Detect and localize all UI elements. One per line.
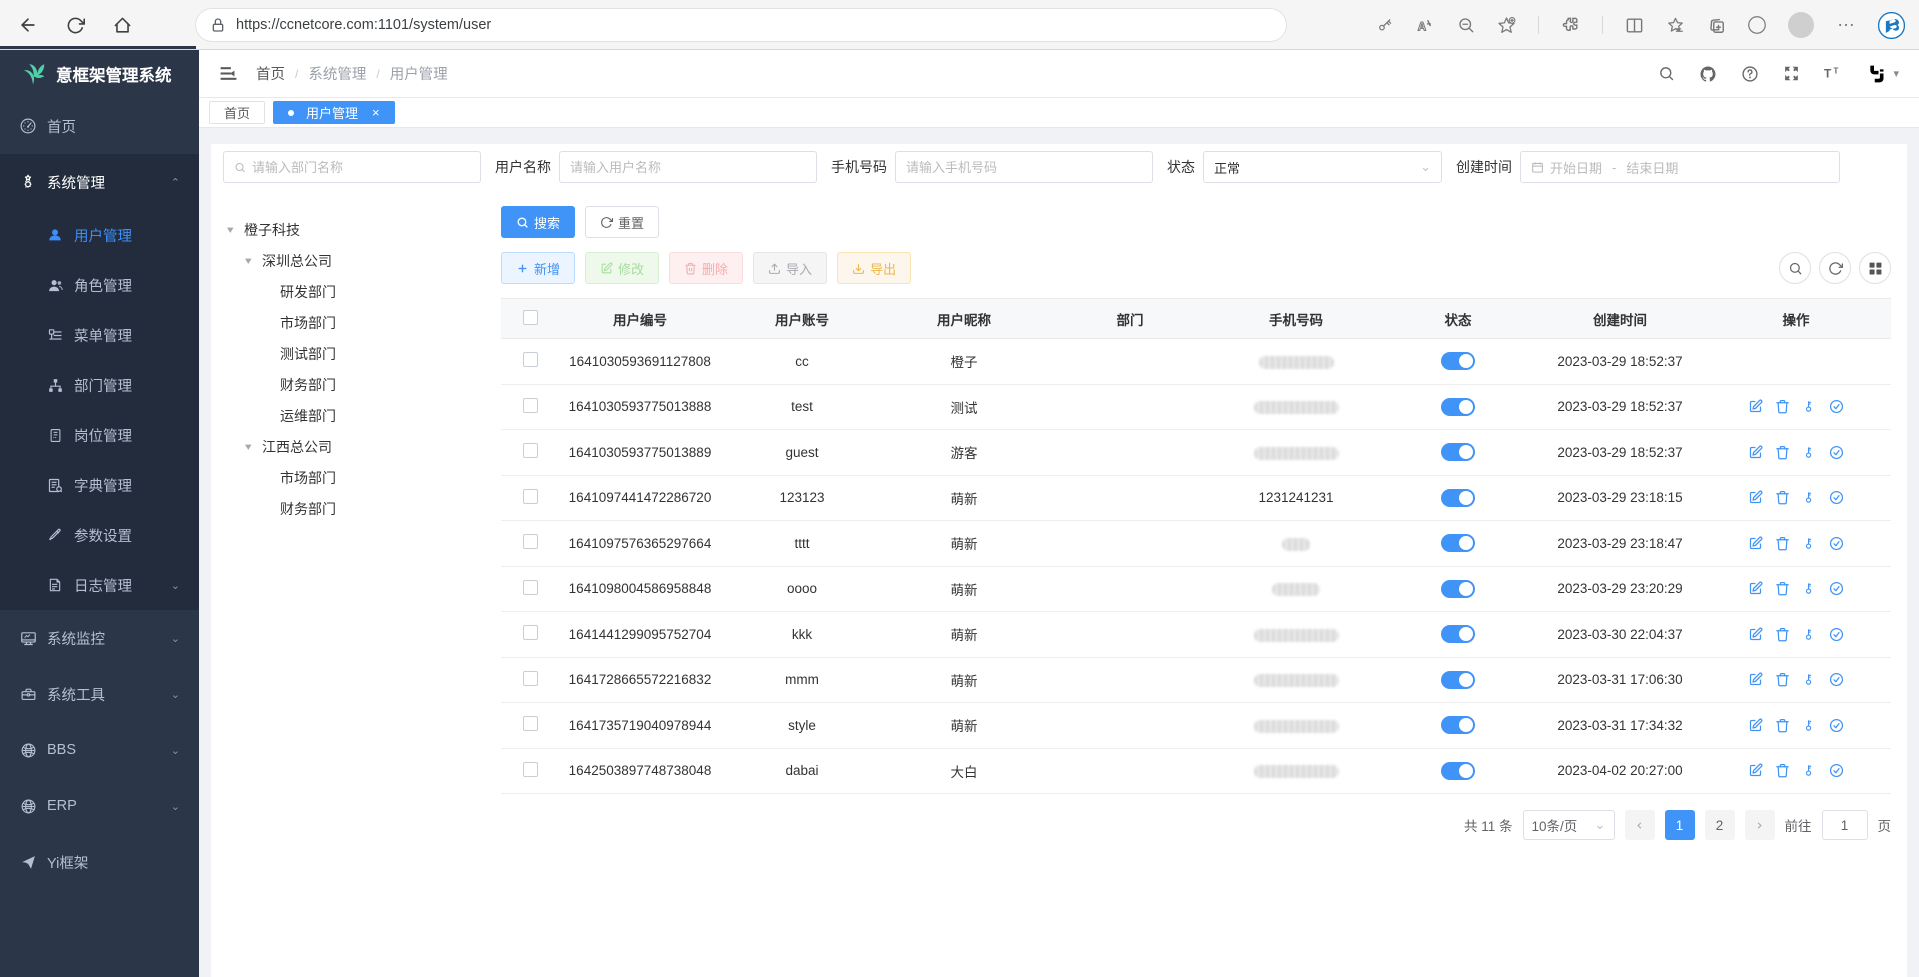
svg-text:T: T	[1834, 67, 1839, 76]
svg-text:A: A	[1418, 19, 1427, 33]
svg-text:T: T	[1824, 66, 1832, 80]
